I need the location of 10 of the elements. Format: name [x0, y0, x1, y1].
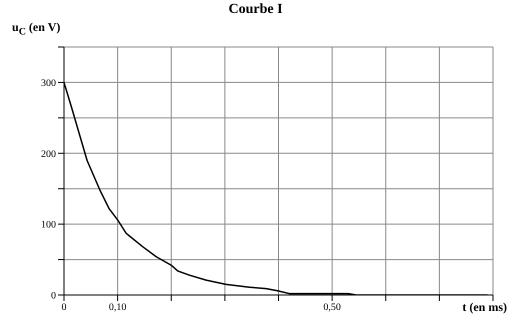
x-tick-label: 0,50 — [323, 302, 341, 314]
y-tick-label: 200 — [41, 148, 56, 160]
x-tick-label: 0,10 — [108, 302, 126, 314]
x-axis-title: t (en ms) — [462, 300, 507, 315]
chart-title: Courbe I — [227, 2, 284, 18]
y-tick-label: 0 — [51, 290, 56, 302]
y-tick-label: 300 — [41, 78, 56, 89]
y-axis-title: u$_{C}$ (en V) — [12, 20, 60, 38]
x-tick-label: 0 — [62, 302, 66, 314]
y-tick-label: 100 — [41, 220, 56, 231]
